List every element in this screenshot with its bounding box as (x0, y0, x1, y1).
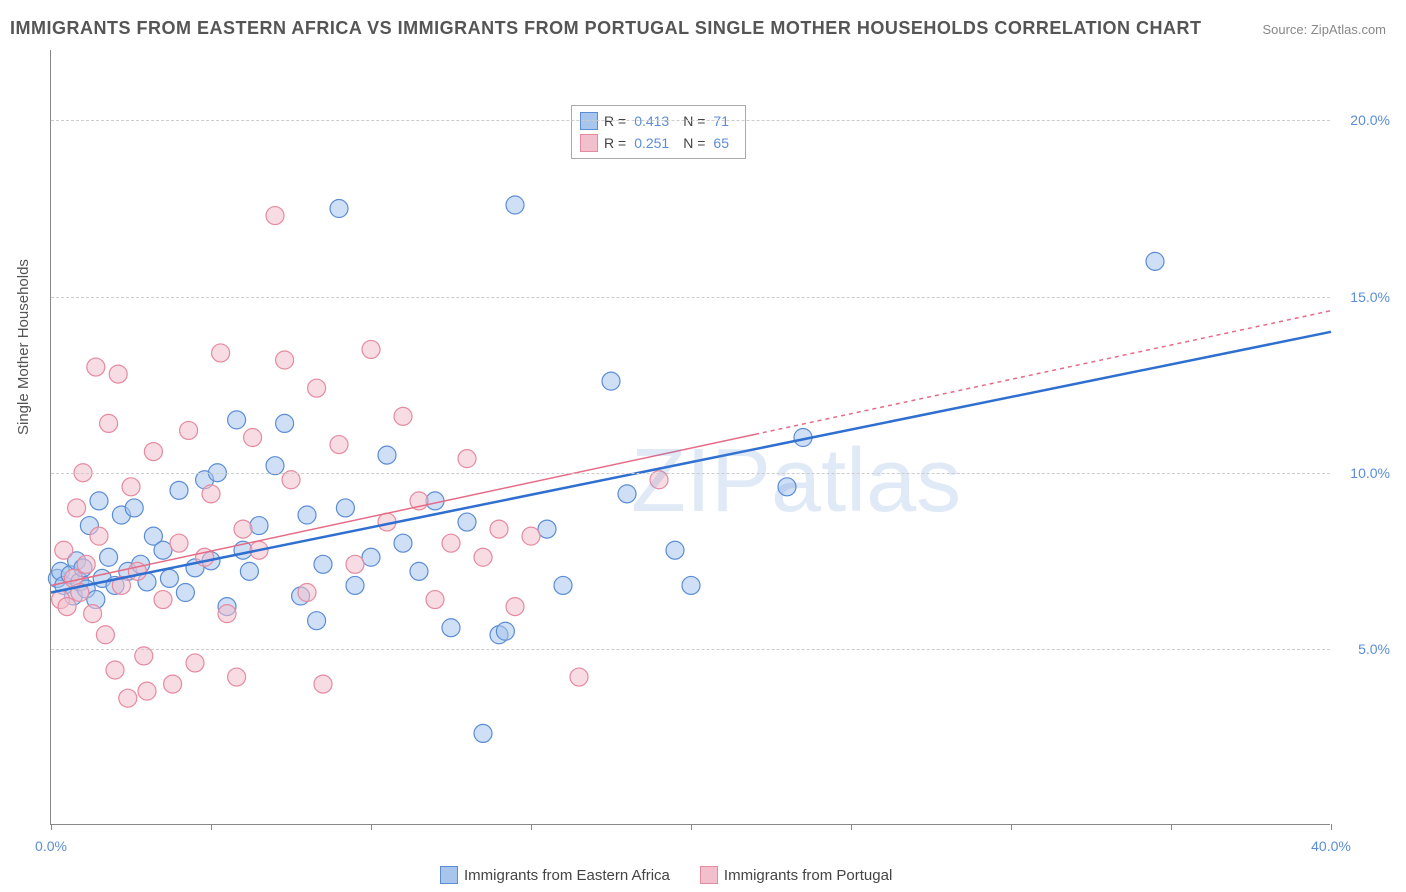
legend-swatch (580, 134, 598, 152)
x-tick (51, 824, 52, 830)
grid-line (51, 649, 1330, 650)
stat-n-label: N = (683, 135, 705, 151)
x-tick-label: 0.0% (35, 838, 67, 854)
stat-n-value: 65 (713, 135, 729, 151)
plot-area: ZIPatlas R =0.413N =71R =0.251N =65 5.0%… (50, 50, 1330, 825)
grid-line (51, 297, 1330, 298)
chart-title: IMMIGRANTS FROM EASTERN AFRICA VS IMMIGR… (10, 18, 1201, 39)
y-tick-label: 15.0% (1340, 289, 1390, 305)
x-tick (851, 824, 852, 830)
source-label: Source: ZipAtlas.com (1262, 22, 1386, 37)
y-tick-label: 5.0% (1340, 641, 1390, 657)
grid-line (51, 473, 1330, 474)
legend-label: Immigrants from Portugal (724, 867, 892, 884)
stat-r-label: R = (604, 135, 626, 151)
legend-stat-row: R = 0.251 N = 65 (580, 132, 737, 154)
y-tick-label: 20.0% (1340, 112, 1390, 128)
x-tick (1331, 824, 1332, 830)
x-tick (1011, 824, 1012, 830)
legend-swatch (700, 866, 718, 884)
x-tick (691, 824, 692, 830)
x-tick (531, 824, 532, 830)
legend-bottom: Immigrants from Eastern Africa Immigrants… (440, 866, 892, 884)
grid-line (51, 120, 1330, 121)
chart-svg (51, 50, 1330, 824)
stat-r-value: 0.251 (634, 135, 669, 151)
y-tick-label: 10.0% (1340, 465, 1390, 481)
x-tick (211, 824, 212, 830)
legend-swatch (440, 866, 458, 884)
legend-stats-box: R =0.413N =71R =0.251N =65 (571, 105, 746, 159)
legend-item: Immigrants from Eastern Africa (440, 866, 670, 884)
legend-item: Immigrants from Portugal (700, 866, 892, 884)
x-tick (1171, 824, 1172, 830)
x-tick (371, 824, 372, 830)
x-tick-label: 40.0% (1311, 838, 1351, 854)
legend-label: Immigrants from Eastern Africa (464, 867, 670, 884)
chart-container: IMMIGRANTS FROM EASTERN AFRICA VS IMMIGR… (0, 0, 1406, 892)
y-axis-label: Single Mother Households (15, 259, 32, 435)
